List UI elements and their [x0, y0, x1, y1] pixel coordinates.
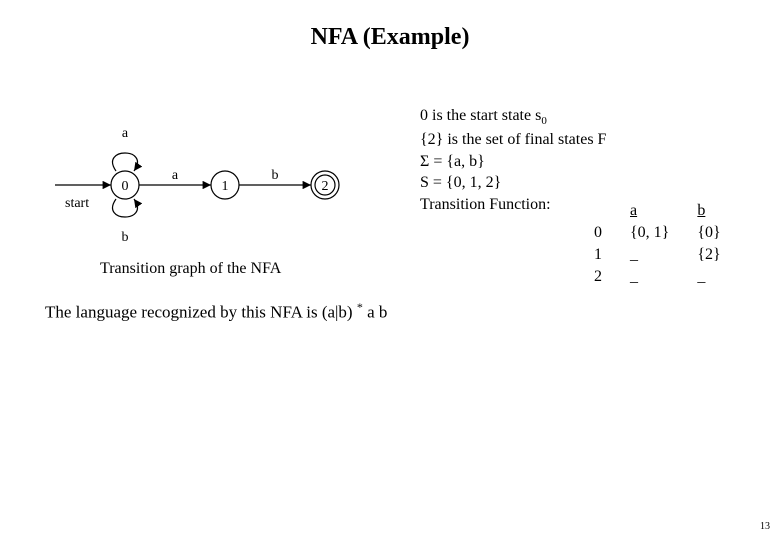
definition-line: Σ = {a, b}	[420, 151, 606, 173]
table-cell: _	[683, 266, 734, 288]
svg-text:1: 1	[222, 179, 229, 194]
transition-table: ab0{0, 1}{0}1_{2}2__	[580, 200, 735, 288]
table-row: 0{0, 1}{0}	[580, 222, 735, 244]
table-cell: _	[616, 244, 683, 266]
svg-text:b: b	[122, 230, 129, 245]
table-row: 1_{2}	[580, 244, 735, 266]
nfa-definitions: 0 is the start state s0{2} is the set of…	[420, 105, 606, 215]
svg-text:a: a	[122, 126, 129, 141]
table-cell: 1	[580, 244, 616, 266]
table-cell: _	[616, 266, 683, 288]
definition-line: Transition Function:	[420, 194, 606, 216]
definition-line: S = {0, 1, 2}	[420, 172, 606, 194]
table-row: 2__	[580, 266, 735, 288]
table-cell: {0}	[683, 222, 734, 244]
table-cell: {2}	[683, 244, 734, 266]
table-cell: 2	[580, 266, 616, 288]
slide-title: NFA (Example)	[0, 24, 780, 51]
table-cell: 0	[580, 222, 616, 244]
language-suffix: a b	[363, 303, 388, 322]
svg-text:start: start	[65, 196, 89, 211]
table-corner	[580, 200, 616, 222]
table-cell: {0, 1}	[616, 222, 683, 244]
definition-line: 0 is the start state s0	[420, 105, 606, 129]
language-statement: The language recognized by this NFA is (…	[45, 300, 387, 323]
language-prefix: The language recognized by this NFA is (…	[45, 303, 357, 322]
slide-page: NFA (Example) startabab012 Transition gr…	[0, 0, 780, 540]
svg-text:2: 2	[322, 179, 329, 194]
table-header: b	[683, 200, 734, 222]
diagram-caption: Transition graph of the NFA	[100, 260, 281, 278]
svg-text:a: a	[172, 168, 179, 183]
svg-text:b: b	[272, 168, 279, 183]
svg-text:0: 0	[122, 179, 129, 194]
table-header: a	[616, 200, 683, 222]
nfa-diagram: start a b a b 0 1 2	[40, 100, 370, 270]
definition-line: {2} is the set of final states F	[420, 129, 606, 151]
page-number: 13	[760, 521, 770, 532]
